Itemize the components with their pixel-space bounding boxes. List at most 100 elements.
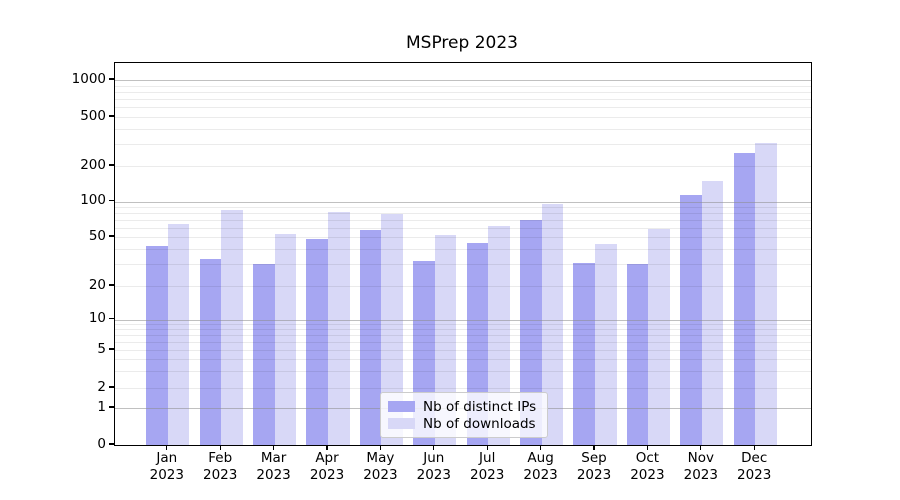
bar-downloads	[167, 223, 190, 445]
x-tick-mark	[646, 445, 648, 450]
plot-area	[114, 62, 812, 446]
bar-distinct-ips	[306, 239, 328, 445]
minor-gridline	[115, 342, 811, 343]
bar-distinct-ips	[199, 259, 222, 445]
minor-gridline	[115, 227, 811, 229]
x-tick-label: Nov 2023	[683, 450, 718, 483]
bar-downloads	[488, 226, 510, 445]
minor-gridline	[115, 144, 811, 146]
bar-distinct-ips	[573, 262, 595, 445]
minor-gridline	[115, 350, 811, 351]
minor-gridline	[115, 335, 811, 337]
legend-swatch-distinct-ips	[388, 401, 415, 412]
legend-swatch-downloads	[388, 418, 415, 429]
y-tick-label: 20	[88, 276, 106, 293]
minor-gridline	[115, 237, 811, 238]
bar-distinct-ips	[253, 264, 275, 445]
legend: Nb of distinct IPs Nb of downloads	[380, 392, 548, 438]
legend-item-downloads: Nb of downloads	[388, 415, 540, 432]
bar-downloads	[755, 142, 777, 445]
bar-downloads	[701, 180, 724, 445]
x-tick-mark	[433, 445, 435, 450]
x-tick-mark	[379, 445, 381, 450]
bar-downloads	[595, 243, 617, 445]
y-tick-label: 1000	[71, 70, 106, 87]
x-tick-label: Mar 2023	[256, 450, 291, 483]
x-tick-label: Apr 2023	[309, 450, 345, 483]
major-gridline	[115, 319, 811, 321]
y-tick-label: 2	[97, 378, 106, 395]
minor-gridline	[115, 117, 811, 118]
minor-gridline	[115, 219, 811, 221]
y-tick-label: 200	[80, 156, 106, 173]
y-tick-label: 50	[88, 227, 106, 244]
x-tick-label: Dec 2023	[737, 450, 772, 483]
y-tick-mark	[109, 284, 114, 286]
minor-gridline	[115, 329, 811, 331]
bar-downloads	[328, 211, 350, 445]
y-tick-label: 100	[80, 192, 106, 209]
x-tick-label: Sep 2023	[576, 450, 612, 483]
legend-item-distinct-ips: Nb of distinct IPs	[388, 398, 540, 415]
x-tick-label: Feb 2023	[203, 450, 238, 483]
x-tick-mark	[593, 445, 595, 450]
bar-downloads	[221, 210, 243, 445]
major-gridline	[115, 80, 811, 81]
minor-gridline	[115, 286, 811, 287]
y-tick-label: 500	[80, 107, 106, 124]
bar-downloads	[541, 204, 564, 445]
x-tick-mark	[540, 445, 542, 450]
y-tick-mark	[109, 78, 114, 80]
x-tick-mark	[700, 445, 702, 450]
x-tick-mark	[753, 445, 755, 450]
y-tick-mark	[109, 348, 114, 350]
y-tick-mark	[109, 406, 114, 408]
x-tick-mark	[219, 445, 221, 450]
y-tick-mark	[109, 317, 114, 320]
bar-distinct-ips	[733, 153, 756, 445]
x-tick-mark	[486, 445, 488, 450]
y-tick-mark	[109, 200, 114, 202]
x-tick-mark	[166, 445, 168, 450]
minor-gridline	[115, 91, 811, 93]
minor-gridline	[115, 324, 811, 326]
legend-label-downloads: Nb of downloads	[423, 415, 536, 432]
x-tick-label: Jan 2023	[149, 450, 184, 483]
x-tick-mark	[326, 445, 328, 450]
minor-gridline	[115, 107, 811, 109]
minor-gridline	[115, 248, 811, 250]
x-tick-label: Oct 2023	[630, 450, 665, 483]
minor-gridline	[115, 85, 811, 87]
minor-gridline	[115, 207, 811, 209]
bar-distinct-ips	[520, 219, 542, 445]
minor-gridline	[115, 371, 811, 373]
minor-gridline	[115, 264, 811, 266]
chart-title: MSPrep 2023	[406, 33, 518, 53]
x-tick-label: Jun 2023	[416, 450, 451, 483]
x-tick-label: Jul 2023	[470, 450, 505, 483]
minor-gridline	[115, 128, 811, 130]
y-tick-mark	[109, 386, 114, 388]
bar-downloads	[381, 214, 403, 445]
minor-gridline	[115, 359, 811, 361]
bar-distinct-ips	[359, 230, 382, 445]
y-tick-mark	[109, 115, 114, 117]
bar-downloads	[274, 234, 297, 445]
y-tick-label: 10	[88, 310, 106, 326]
y-tick-mark	[109, 235, 114, 237]
bar-distinct-ips	[626, 264, 649, 445]
y-tick-label: 0	[97, 435, 106, 452]
bar-downloads	[648, 229, 670, 445]
y-tick-mark	[109, 443, 114, 445]
y-tick-label: 1	[97, 398, 106, 415]
x-tick-label: May 2023	[363, 450, 398, 483]
y-tick-label: 5	[97, 340, 106, 357]
x-tick-mark	[273, 445, 275, 450]
minor-gridline	[115, 166, 811, 167]
minor-gridline	[115, 99, 811, 100]
legend-label-distinct-ips: Nb of distinct IPs	[423, 398, 537, 415]
minor-gridline	[115, 213, 811, 215]
minor-gridline	[115, 388, 811, 389]
major-gridline	[115, 201, 811, 203]
